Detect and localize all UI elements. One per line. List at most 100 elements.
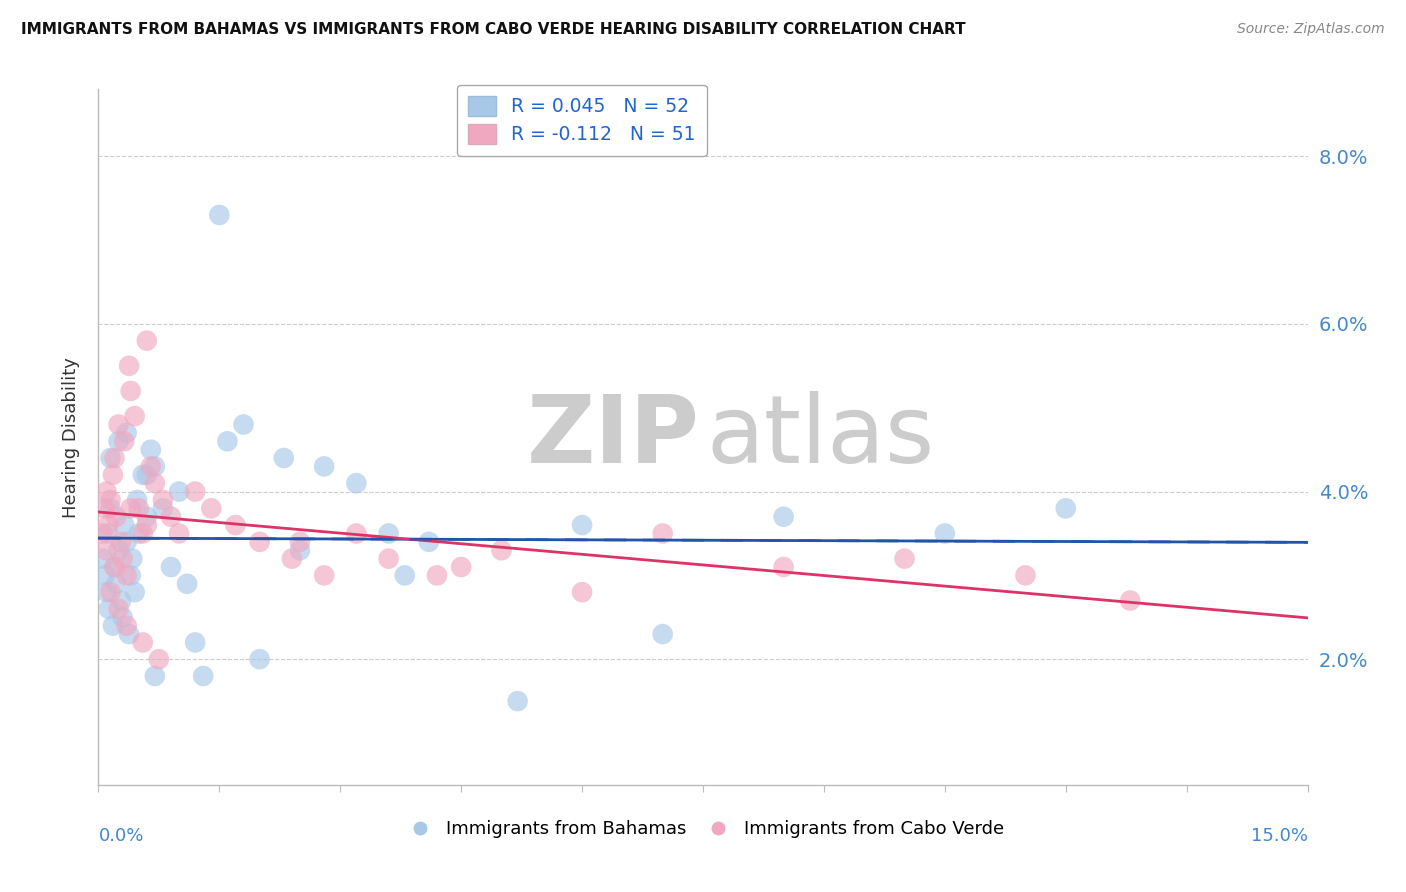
Point (167, 484, 190, 499)
Point (115, 534, 138, 549)
Point (934, 526, 956, 541)
Point (128, 501, 150, 516)
Point (135, 467, 157, 482)
Point (281, 551, 304, 566)
Point (167, 526, 190, 541)
Point (418, 534, 440, 549)
Point (139, 442, 162, 457)
Point (127, 492, 149, 507)
Point (112, 434, 135, 449)
Point (94, 568, 117, 582)
Point (118, 627, 141, 641)
Point (344, 526, 367, 541)
Point (200, 501, 222, 516)
Point (96, 543, 118, 558)
Text: 15.0%: 15.0% (1250, 827, 1308, 845)
Point (110, 534, 132, 549)
Point (115, 425, 138, 440)
Point (124, 409, 146, 424)
Point (450, 560, 472, 574)
Point (105, 509, 128, 524)
Point (112, 518, 135, 533)
Point (232, 417, 254, 432)
Point (143, 459, 166, 474)
Text: Source: ZipAtlas.com: Source: ZipAtlas.com (1237, 22, 1385, 37)
Point (135, 509, 157, 524)
Point (103, 560, 125, 574)
Point (132, 526, 155, 541)
Text: atlas: atlas (707, 391, 935, 483)
Point (91, 526, 114, 541)
Point (176, 576, 198, 591)
Point (118, 359, 141, 373)
Point (135, 518, 157, 533)
Point (288, 543, 311, 558)
Point (101, 467, 124, 482)
Point (107, 602, 129, 616)
Y-axis label: Hearing Disability: Hearing Disability (62, 357, 80, 517)
Point (506, 694, 529, 708)
Point (772, 560, 794, 574)
Point (139, 459, 162, 474)
Point (314, 459, 336, 474)
Point (100, 501, 122, 516)
Point (193, 669, 215, 683)
Point (96, 484, 118, 499)
Point (288, 534, 311, 549)
Point (314, 568, 336, 582)
Point (105, 576, 128, 591)
Point (1054, 501, 1077, 516)
Point (103, 450, 125, 465)
Point (249, 534, 271, 549)
Point (96, 585, 118, 599)
Point (124, 585, 146, 599)
Point (491, 543, 513, 558)
Point (651, 627, 673, 641)
Point (152, 501, 174, 516)
Point (101, 618, 124, 632)
Point (97, 518, 120, 533)
Point (143, 669, 166, 683)
Point (344, 476, 367, 491)
Point (111, 610, 134, 624)
Point (160, 560, 183, 574)
Point (772, 509, 794, 524)
Point (217, 434, 239, 449)
Point (273, 450, 295, 465)
Point (426, 568, 449, 582)
Point (249, 652, 271, 666)
Point (100, 450, 122, 465)
Point (111, 551, 134, 566)
Point (107, 417, 129, 432)
Point (152, 492, 174, 507)
Point (120, 501, 142, 516)
Legend: Immigrants from Bahamas, Immigrants from Cabo Verde: Immigrants from Bahamas, Immigrants from… (395, 814, 1011, 846)
Point (103, 560, 125, 574)
Point (107, 543, 129, 558)
Point (132, 467, 155, 482)
Point (110, 593, 132, 607)
Text: ZIP: ZIP (526, 391, 699, 483)
Point (115, 568, 138, 582)
Point (184, 635, 207, 649)
Point (651, 526, 673, 541)
Point (120, 568, 142, 582)
Point (128, 526, 150, 541)
Point (132, 635, 155, 649)
Point (115, 618, 138, 632)
Point (184, 484, 207, 499)
Point (91, 551, 114, 566)
Point (107, 434, 129, 449)
Point (1119, 593, 1142, 607)
Point (121, 551, 143, 566)
Point (224, 518, 246, 533)
Point (135, 334, 157, 348)
Text: 0.0%: 0.0% (98, 827, 143, 845)
Point (571, 585, 593, 599)
Point (100, 492, 122, 507)
Point (377, 526, 399, 541)
Point (377, 551, 399, 566)
Point (97, 602, 120, 616)
Point (208, 208, 231, 222)
Point (97, 526, 120, 541)
